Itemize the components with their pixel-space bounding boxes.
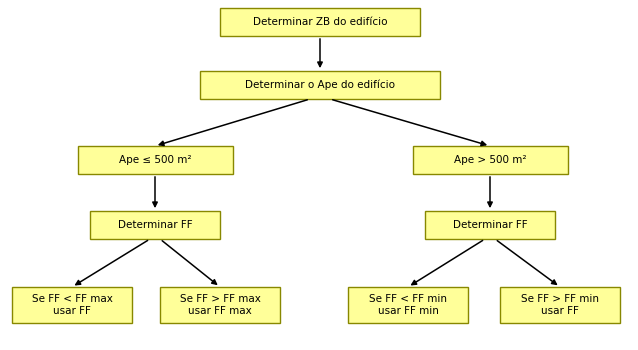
Text: Determinar FF: Determinar FF [453, 220, 528, 230]
FancyBboxPatch shape [77, 146, 232, 174]
Text: Determinar o Ape do edifício: Determinar o Ape do edifício [245, 80, 395, 90]
Text: Determinar FF: Determinar FF [117, 220, 192, 230]
FancyBboxPatch shape [12, 287, 132, 323]
Text: Se FF < FF max
usar FF: Se FF < FF max usar FF [31, 294, 112, 316]
FancyBboxPatch shape [200, 71, 440, 99]
Text: Ape ≤ 500 m²: Ape ≤ 500 m² [119, 155, 191, 165]
Text: Determinar ZB do edifício: Determinar ZB do edifício [253, 17, 387, 27]
Text: Ape > 500 m²: Ape > 500 m² [454, 155, 526, 165]
Text: Se FF > FF max
usar FF max: Se FF > FF max usar FF max [179, 294, 260, 316]
FancyBboxPatch shape [160, 287, 280, 323]
Text: Se FF > FF min
usar FF: Se FF > FF min usar FF [521, 294, 599, 316]
FancyBboxPatch shape [348, 287, 468, 323]
FancyBboxPatch shape [413, 146, 567, 174]
FancyBboxPatch shape [500, 287, 620, 323]
FancyBboxPatch shape [90, 211, 220, 239]
FancyBboxPatch shape [220, 8, 420, 36]
Text: Se FF < FF min
usar FF min: Se FF < FF min usar FF min [369, 294, 447, 316]
FancyBboxPatch shape [425, 211, 555, 239]
